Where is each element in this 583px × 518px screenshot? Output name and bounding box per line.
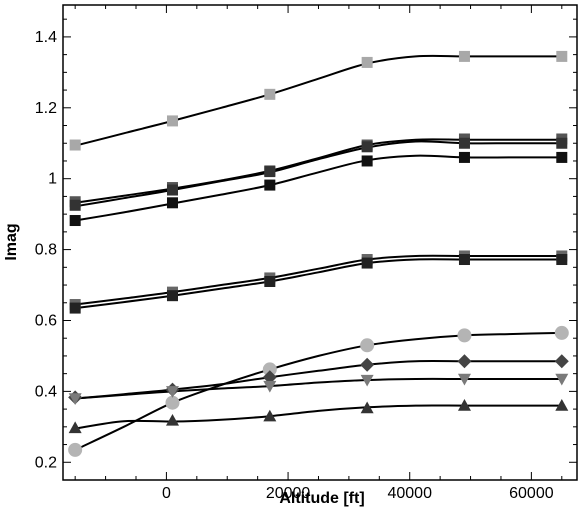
y-tick-label: 1.4 bbox=[35, 29, 57, 46]
series-8-point bbox=[554, 354, 569, 369]
series-8-point bbox=[360, 357, 375, 372]
series-line-8 bbox=[75, 360, 562, 400]
series-8-point bbox=[457, 354, 472, 369]
series-line-1 bbox=[74, 54, 562, 147]
series-10-point bbox=[555, 399, 569, 411]
series-3-point bbox=[166, 184, 178, 196]
series-4-point bbox=[556, 151, 568, 163]
series-line-5 bbox=[75, 254, 562, 306]
series-line-3 bbox=[75, 140, 562, 208]
series-3-point bbox=[556, 137, 568, 149]
series-6-point bbox=[69, 302, 81, 314]
series-1-point bbox=[361, 56, 373, 68]
x-tick-label: 20000 bbox=[266, 485, 311, 502]
series-lines bbox=[74, 54, 562, 451]
series-markers bbox=[68, 50, 569, 457]
series-7-point bbox=[457, 328, 472, 343]
series-10-point bbox=[263, 409, 277, 422]
series-line-2 bbox=[75, 138, 562, 204]
series-line-9 bbox=[75, 377, 562, 400]
series-3-point bbox=[458, 137, 470, 149]
series-line-6 bbox=[75, 258, 562, 310]
series-7-point bbox=[360, 338, 375, 353]
series-10-point bbox=[360, 401, 374, 414]
series-line-7 bbox=[74, 331, 562, 451]
series-4-point bbox=[69, 215, 81, 227]
series-1-point bbox=[556, 50, 568, 62]
series-9-point bbox=[165, 386, 179, 398]
series-7-point bbox=[262, 362, 277, 377]
y-tick-label: 0.2 bbox=[35, 454, 57, 471]
y-axis-title: Imag bbox=[3, 223, 20, 260]
series-10-point bbox=[68, 421, 82, 434]
series-9-point bbox=[457, 373, 471, 386]
series-10-point bbox=[457, 399, 471, 411]
plot-frame bbox=[62, 4, 578, 481]
series-6-point bbox=[264, 275, 276, 287]
y-tick-label: 0.6 bbox=[35, 312, 57, 329]
series-7-point bbox=[68, 442, 83, 457]
series-line-10 bbox=[75, 404, 562, 430]
series-7-point bbox=[554, 325, 569, 340]
y-tick-label: 0.8 bbox=[35, 242, 57, 259]
series-7-point bbox=[165, 395, 180, 410]
x-tick-label: 60000 bbox=[509, 485, 554, 502]
series-6-point bbox=[166, 290, 178, 302]
series-9-point bbox=[68, 393, 82, 405]
y-tick-label: 1.2 bbox=[35, 100, 57, 117]
series-9-point bbox=[263, 380, 277, 393]
series-8-point bbox=[262, 370, 277, 385]
series-line-4 bbox=[75, 154, 562, 222]
x-axis-title: Altitude [ft] bbox=[279, 490, 364, 507]
tick-layer bbox=[63, 5, 577, 480]
series-9-point bbox=[360, 374, 374, 387]
series-3-point bbox=[361, 141, 373, 153]
series-6-point bbox=[556, 254, 568, 266]
series-6-point bbox=[458, 254, 470, 266]
y-tick-label: 1 bbox=[48, 171, 57, 188]
x-tick-label: 40000 bbox=[387, 485, 432, 502]
series-1-point bbox=[458, 50, 470, 62]
series-9-point bbox=[555, 373, 569, 386]
series-4-point bbox=[361, 155, 373, 167]
series-10-point bbox=[165, 413, 179, 426]
series-6-point bbox=[361, 257, 373, 269]
tick-labels: 0 20000 40000 60000 0.2 0.4 0.6 0.8 1 1.2 1.4 bbox=[35, 29, 554, 502]
series-4-point bbox=[264, 179, 276, 191]
series-4-point bbox=[166, 197, 178, 209]
series-1-point bbox=[166, 115, 178, 127]
series-1-point bbox=[69, 139, 81, 151]
series-3-point bbox=[69, 199, 81, 211]
series-4-point bbox=[458, 151, 470, 163]
series-1-point bbox=[264, 88, 276, 100]
y-tick-label: 0.4 bbox=[35, 383, 57, 400]
x-tick-label: 0 bbox=[162, 485, 171, 502]
series-3-point bbox=[264, 166, 276, 178]
